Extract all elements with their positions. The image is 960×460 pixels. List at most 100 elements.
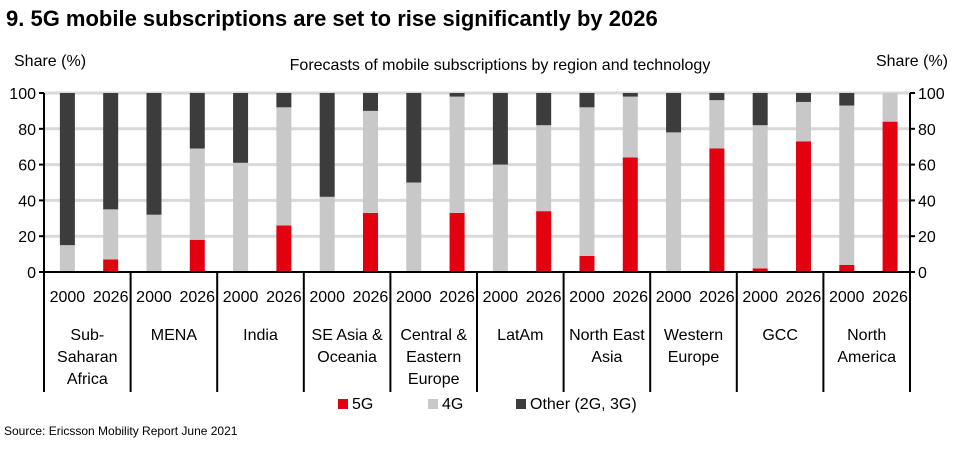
bar-segment-4g (666, 132, 682, 272)
bar-segment-4g (795, 101, 811, 142)
bar-segment-4g (449, 96, 465, 213)
x-tick-label-year: 2026 (439, 289, 475, 306)
legend-swatch (338, 399, 348, 409)
bar-segment-4g (536, 125, 552, 212)
legend-label: 4G (442, 396, 463, 413)
x-tick-label-year: 2026 (699, 289, 735, 306)
x-tick-label-year: 2000 (569, 289, 605, 306)
bar-segment-4g (59, 245, 75, 272)
y-tick-label-right: 100 (918, 86, 945, 103)
legend-swatch (516, 399, 526, 409)
bar-segment-other-2g-3g (666, 93, 682, 133)
bar-segment-5g (103, 259, 119, 272)
bar-segment-5g (709, 148, 725, 272)
bar-segment-5g (362, 212, 378, 272)
y-axis-label-left: Share (%) (14, 53, 86, 70)
bar-segment-4g (146, 214, 162, 272)
y-tick-label-right: 80 (918, 122, 936, 139)
bar-segment-4g (319, 196, 335, 272)
x-tick-label-year: 2000 (136, 289, 172, 306)
source-note: Source: Ericsson Mobility Report June 20… (4, 424, 238, 438)
bar-segment-4g (492, 164, 508, 272)
bar-segment-other-2g-3g (233, 93, 249, 163)
y-tick-label-left: 60 (18, 158, 36, 175)
bar-segment-5g (189, 239, 205, 272)
x-tick-label-year: 2000 (309, 289, 345, 306)
x-tick-label-year: 2026 (786, 289, 822, 306)
bar-segment-5g (622, 157, 638, 272)
page-title: 9. 5G mobile subscriptions are set to ri… (6, 6, 658, 31)
y-tick-label-right: 0 (918, 265, 927, 282)
bar-segment-4g (406, 182, 422, 272)
bar-segment-other-2g-3g (752, 93, 768, 126)
bar-segment-other-2g-3g (406, 93, 422, 183)
bar-segment-other-2g-3g (839, 93, 855, 106)
chart-subtitle: Forecasts of mobile subscriptions by reg… (290, 57, 711, 74)
y-tick-label-left: 100 (9, 86, 36, 103)
bar-segment-5g (752, 268, 768, 272)
bar-segment-4g (233, 162, 249, 272)
bar-segment-5g (579, 255, 595, 272)
x-tick-label-year: 2026 (179, 289, 215, 306)
x-tick-label-year: 2000 (742, 289, 778, 306)
bar-segment-other-2g-3g (709, 93, 725, 101)
bar-segment-4g (276, 107, 292, 226)
x-tick-label-year: 2026 (872, 289, 908, 306)
bar-segment-other-2g-3g (59, 93, 75, 246)
bar-segment-5g (449, 212, 465, 272)
legend-label: 5G (352, 396, 373, 413)
bar-segment-other-2g-3g (362, 93, 378, 111)
bar-segment-4g (579, 107, 595, 256)
bar-segment-other-2g-3g (622, 93, 638, 97)
region-label: SE Asia & Oceania (312, 327, 383, 366)
bar-segment-other-2g-3g (319, 93, 335, 197)
y-tick-label-left: 20 (18, 229, 36, 246)
bar-segment-other-2g-3g (536, 93, 552, 126)
bar-segment-5g (536, 211, 552, 272)
region-label: LatAm (497, 327, 543, 344)
legend-label: Other (2G, 3G) (530, 396, 637, 413)
region-label: GCC (762, 327, 798, 344)
x-tick-label-year: 2000 (656, 289, 692, 306)
axes (39, 92, 915, 392)
x-tick-label-year: 2026 (353, 289, 389, 306)
bar-segment-5g (795, 141, 811, 272)
y-tick-label-right: 60 (918, 158, 936, 175)
bar-segment-5g (839, 264, 855, 272)
x-tick-label-year: 2000 (223, 289, 259, 306)
legend-swatch (428, 399, 438, 409)
gridlines (44, 91, 910, 238)
bar-segment-4g (362, 110, 378, 213)
region-label: Western Europe (664, 327, 723, 366)
y-tick-label-right: 40 (918, 193, 936, 210)
bar-segment-other-2g-3g (579, 93, 595, 108)
bar-segment-4g (752, 125, 768, 269)
y-tick-label-left: 80 (18, 122, 36, 139)
bar-segment-4g (103, 209, 119, 260)
region-label: North America (837, 327, 896, 366)
bar-segment-4g (839, 105, 855, 265)
bar-segment-other-2g-3g (103, 93, 119, 210)
x-tick-label-year: 2026 (612, 289, 648, 306)
axis-labels: 0 0 20 20 40 40 60 60 80 80 100 100 2000 2026 Sub-Saha… (9, 86, 945, 388)
region-label: North East Asia (569, 327, 645, 366)
y-tick-label-left: 40 (18, 193, 36, 210)
bar-segment-other-2g-3g (492, 93, 508, 165)
x-tick-label-year: 2000 (50, 289, 86, 306)
y-tick-label-right: 20 (918, 229, 936, 246)
x-tick-label-year: 2026 (266, 289, 302, 306)
legend: 5G 4G Other (2G, 3G) (338, 396, 637, 413)
y-tick-label-left: 0 (27, 265, 36, 282)
x-tick-label-year: 2000 (483, 289, 519, 306)
bar-segment-other-2g-3g (449, 93, 465, 97)
bar-segment-4g (709, 100, 725, 149)
bar-segment-other-2g-3g (146, 93, 162, 215)
bar-segment-4g (622, 96, 638, 158)
bars (59, 93, 898, 272)
bar-segment-other-2g-3g (795, 93, 811, 102)
region-label: Central & Eastern Europe (400, 327, 467, 388)
bar-segment-4g (882, 93, 898, 122)
bar-segment-4g (189, 148, 205, 240)
x-tick-label-year: 2026 (526, 289, 562, 306)
region-label: India (243, 327, 278, 344)
